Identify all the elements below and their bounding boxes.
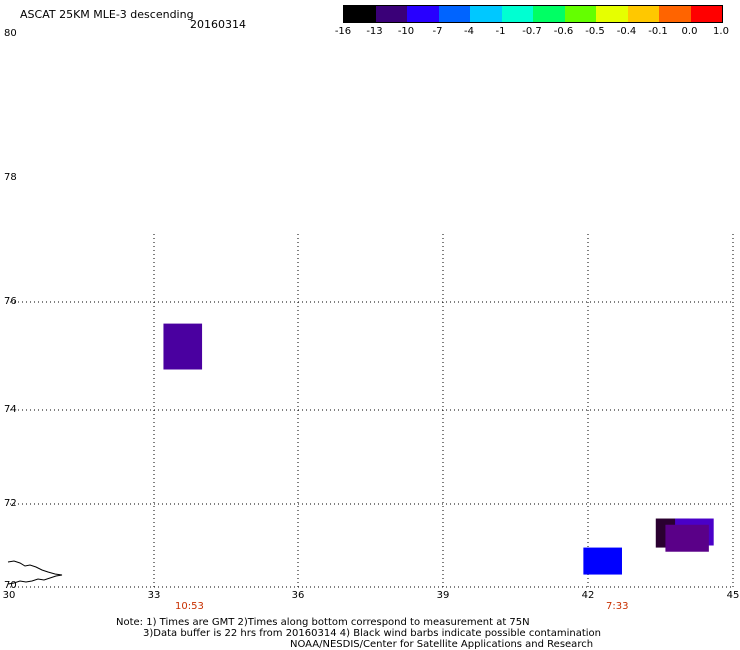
lat-label-80: 80 (4, 28, 17, 39)
note-line-1: Note: 1) Times are GMT 2)Times along bot… (116, 617, 530, 628)
colorbar-label: -0.4 (616, 26, 637, 37)
pass-time-1: 10:53 (175, 601, 204, 612)
lon-label-33: 33 (147, 590, 161, 601)
colorbar-label: -16 (334, 26, 352, 37)
map-date: 20160314 (190, 18, 246, 31)
colorbar-label: -0.5 (585, 26, 605, 37)
data-cell (665, 524, 709, 552)
colorbar-segment (344, 6, 376, 22)
lon-label-36: 36 (291, 590, 305, 601)
pass-time-2: 7:33 (606, 601, 629, 612)
data-cell (583, 547, 622, 575)
colorbar-label: -7 (432, 26, 443, 37)
colorbar-label: 0.0 (681, 26, 698, 37)
lon-label-30: 30 (2, 590, 16, 601)
lon-label-42: 42 (581, 590, 595, 601)
colorbar-label: -10 (397, 26, 415, 37)
colorbar-segment (438, 6, 470, 22)
colorbar-segment (627, 6, 659, 22)
colorbar-segment (470, 6, 502, 22)
colorbar-segment (533, 6, 565, 22)
colorbar (343, 5, 723, 23)
colorbar-segment (407, 6, 439, 22)
colorbar-label: -1 (495, 26, 506, 37)
map-title: ASCAT 25KM MLE-3 descending (20, 8, 194, 21)
data-cells (163, 323, 714, 575)
colorbar-segment (501, 6, 533, 22)
lon-label-39: 39 (436, 590, 450, 601)
coastline (7, 560, 63, 585)
lat-label-78: 78 (4, 172, 17, 183)
note-line-3: NOAA/NESDIS/Center for Satellite Applica… (290, 639, 594, 650)
lat-label-70: 70 (4, 580, 17, 591)
colorbar-segment (564, 6, 596, 22)
colorbar-label: -13 (366, 26, 383, 37)
colorbar-segment (596, 6, 628, 22)
colorbar-label: -4 (464, 26, 474, 37)
colorbar-segment (690, 6, 722, 22)
note-line-2: 3)Data buffer is 22 hrs from 20160314 4)… (143, 628, 601, 639)
colorbar-segment (375, 6, 407, 22)
data-cell (163, 323, 203, 370)
colorbar-label: -0.7 (522, 26, 542, 37)
colorbar-label: -0.1 (648, 26, 668, 37)
colorbar-label: -0.6 (553, 26, 574, 37)
colorbar-segment (659, 6, 691, 22)
lon-label-45: 45 (726, 590, 740, 601)
gridlines (10, 234, 734, 590)
colorbar-label: 1.0 (713, 26, 729, 37)
